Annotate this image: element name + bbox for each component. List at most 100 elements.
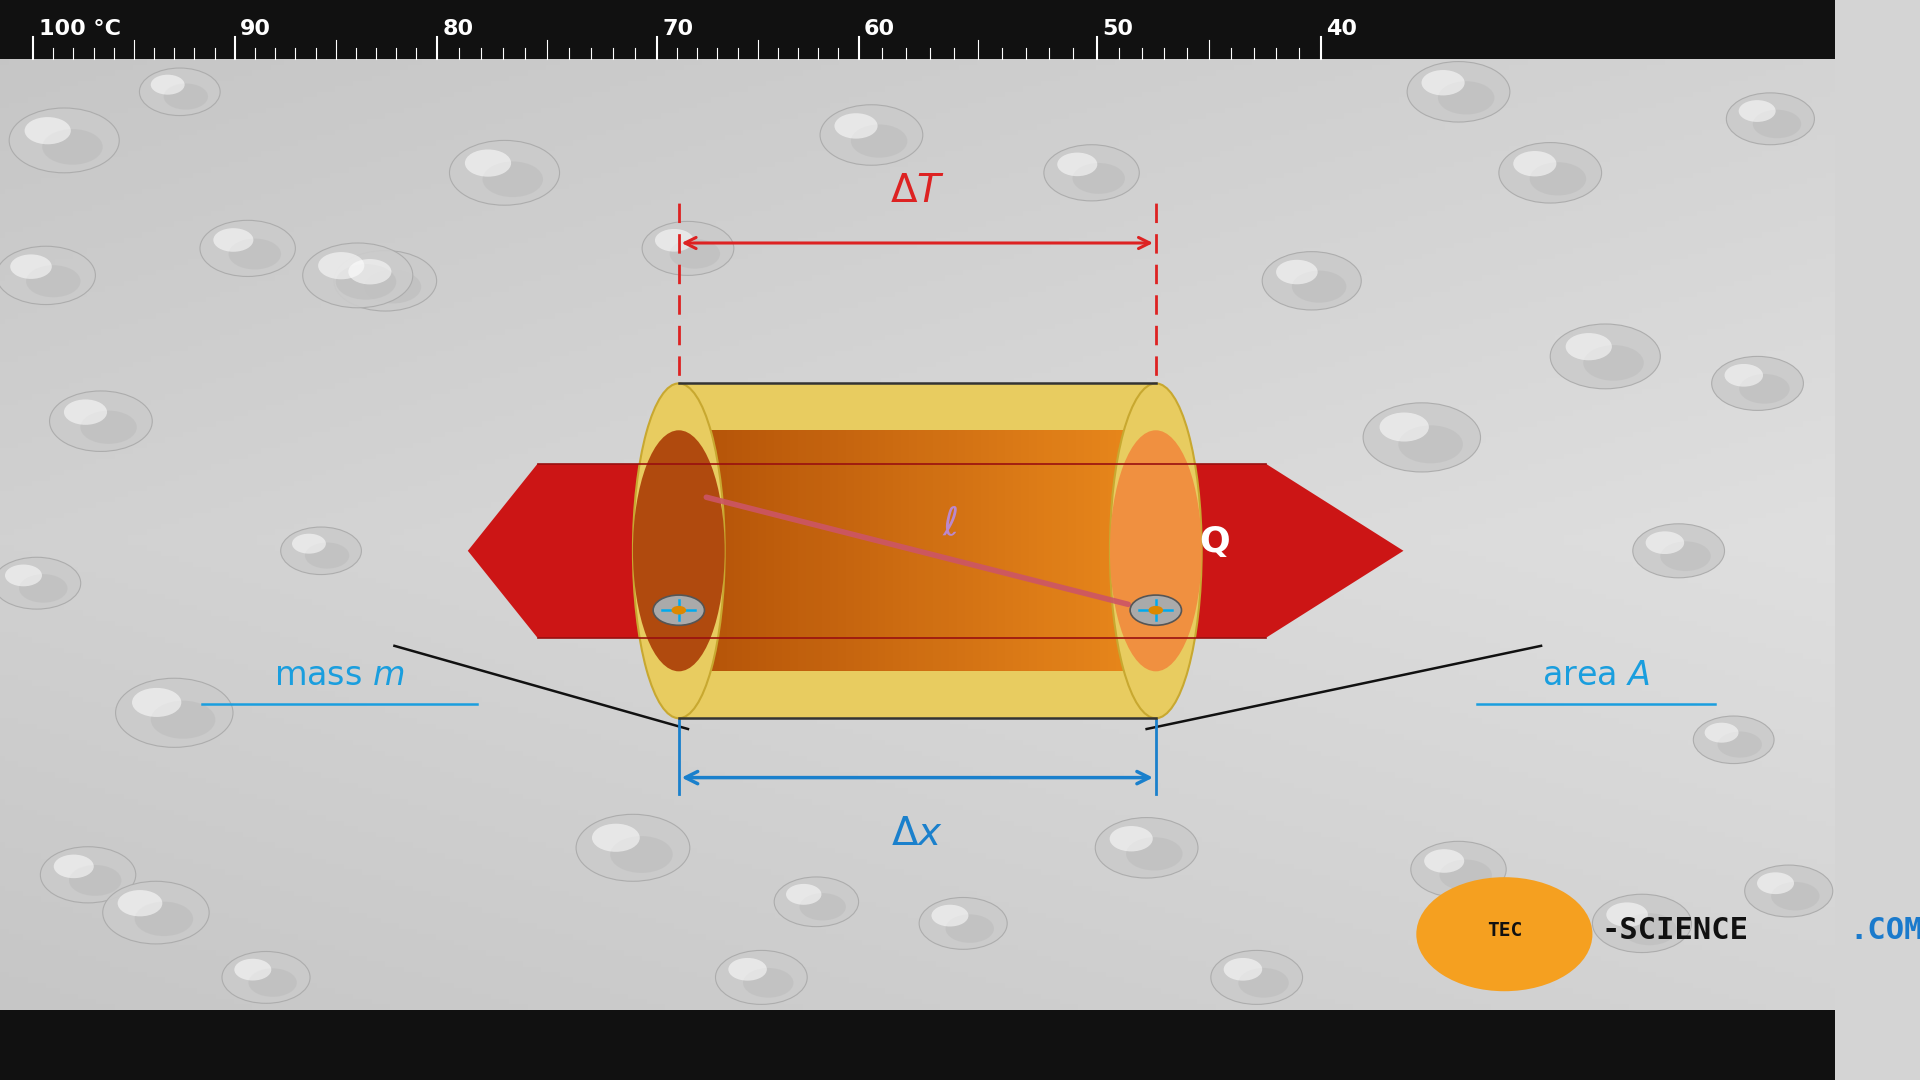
Circle shape [655,229,693,252]
Text: TEC: TEC [1486,921,1523,941]
Bar [1092,430,1102,672]
Bar [687,430,697,672]
Bar [806,430,816,672]
Bar [791,430,801,672]
Bar [1077,430,1087,672]
Circle shape [223,951,309,1003]
Circle shape [1724,364,1763,387]
Polygon shape [1265,463,1404,638]
Bar [695,430,705,672]
Bar [996,430,1006,672]
Bar [743,430,753,672]
Text: 80: 80 [442,18,472,39]
Circle shape [27,266,81,297]
Bar [941,430,950,672]
Ellipse shape [634,430,724,672]
Circle shape [140,68,221,116]
Text: 90: 90 [240,18,271,39]
Text: $\Delta T$: $\Delta T$ [889,172,945,211]
Circle shape [228,239,280,269]
Bar [966,430,975,672]
Bar [758,430,768,672]
Bar [1123,430,1135,672]
Circle shape [1131,595,1181,625]
Bar [973,430,983,672]
Circle shape [1745,865,1834,917]
Bar [981,430,991,672]
Bar [918,430,927,672]
Ellipse shape [634,383,724,718]
Circle shape [63,400,108,424]
Circle shape [10,255,52,279]
Circle shape [1438,81,1494,114]
Bar [1004,430,1014,672]
Polygon shape [468,463,622,638]
Bar [910,430,920,672]
Circle shape [1661,541,1711,571]
Bar [893,430,902,672]
Bar [680,383,1156,718]
Circle shape [1584,345,1644,381]
Ellipse shape [1110,383,1202,718]
Circle shape [1212,950,1302,1004]
Circle shape [280,527,361,575]
Circle shape [1753,110,1801,138]
Circle shape [1513,151,1557,176]
Circle shape [152,75,184,95]
Circle shape [1592,894,1692,953]
Circle shape [820,105,924,165]
Circle shape [10,108,119,173]
Circle shape [728,958,766,981]
Bar [900,430,912,672]
Text: area $A$: area $A$ [1542,659,1651,692]
Bar [837,430,847,672]
Bar [751,430,760,672]
Text: .COM: .COM [1849,917,1920,945]
Bar [822,430,831,672]
Circle shape [40,847,136,903]
Bar [845,430,856,672]
Circle shape [1223,958,1261,981]
Circle shape [69,865,121,896]
Bar [989,430,998,672]
Circle shape [931,905,968,927]
Bar [1100,430,1110,672]
Circle shape [1094,818,1198,878]
Circle shape [1711,356,1803,410]
Circle shape [1277,260,1317,284]
Circle shape [1440,860,1492,890]
Circle shape [348,259,392,284]
Text: 100 °C: 100 °C [38,18,121,39]
Circle shape [482,161,543,198]
Bar [799,430,808,672]
Bar [1068,430,1079,672]
Bar [1108,430,1117,672]
Bar [680,430,689,672]
Circle shape [1726,93,1814,145]
Circle shape [134,902,194,936]
Circle shape [591,824,639,852]
Text: mass $m$: mass $m$ [275,659,405,692]
Circle shape [835,113,877,138]
Circle shape [1044,145,1139,201]
Bar [829,430,839,672]
Bar [0,1010,1836,1080]
Circle shape [851,124,908,158]
Bar [1116,430,1125,672]
Circle shape [785,883,822,905]
Circle shape [25,117,71,145]
Bar [1133,430,1142,672]
Circle shape [200,220,296,276]
Circle shape [1411,841,1505,897]
Circle shape [1238,968,1288,998]
Bar [774,430,783,672]
Circle shape [1632,524,1724,578]
Circle shape [248,969,298,997]
Bar [877,430,887,672]
Circle shape [743,968,793,998]
Circle shape [42,129,104,164]
Bar [854,430,864,672]
Circle shape [1363,403,1480,472]
Bar [710,430,720,672]
Circle shape [1380,413,1428,442]
